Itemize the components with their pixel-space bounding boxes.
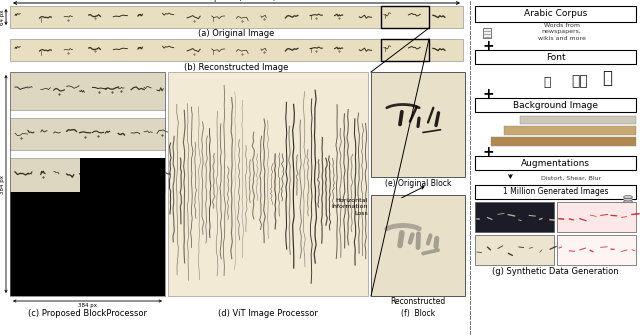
Bar	[371, 72, 465, 177]
Text: Horizontal
Information
Loss: Horizontal Information Loss	[332, 198, 368, 216]
Bar	[475, 6, 636, 22]
Text: (a) Original Image: (a) Original Image	[198, 30, 275, 39]
Text: Font: Font	[546, 52, 565, 61]
Bar	[10, 118, 165, 150]
Text: Augmentations: Augmentations	[521, 159, 590, 168]
Text: Arabic Corpus: Arabic Corpus	[524, 9, 587, 18]
Text: 384 px: 384 px	[78, 302, 97, 307]
Text: +: +	[482, 87, 493, 101]
Bar	[504, 126, 636, 135]
Text: س: س	[544, 77, 551, 89]
Bar	[520, 116, 636, 124]
Bar	[168, 72, 368, 296]
Bar	[475, 156, 636, 170]
Ellipse shape	[623, 201, 632, 204]
Text: (e) Original Block: (e) Original Block	[385, 178, 451, 187]
Text: Background Image: Background Image	[513, 100, 598, 110]
Bar	[10, 72, 165, 110]
Bar	[10, 158, 165, 192]
Bar	[557, 235, 636, 265]
Text: (b) Reconstructed Image: (b) Reconstructed Image	[184, 62, 289, 72]
Text: (c) Proposed BlockProcessor: (c) Proposed BlockProcessor	[28, 309, 147, 318]
Bar	[381, 6, 429, 28]
Bar	[10, 39, 463, 61]
Text: Distort, Shear, Blur: Distort, Shear, Blur	[541, 175, 602, 180]
Bar	[475, 202, 554, 232]
Bar	[10, 192, 165, 296]
Bar	[10, 6, 463, 28]
Ellipse shape	[623, 196, 632, 199]
Text: (d) ViT Image Processor: (d) ViT Image Processor	[218, 309, 318, 318]
Text: Reconstructed
(f)  Block: Reconstructed (f) Block	[390, 297, 445, 318]
Text: Words from
newspapers,
wikis and more: Words from newspapers, wikis and more	[538, 23, 586, 41]
Text: 64 px: 64 px	[0, 9, 5, 25]
Bar	[80, 158, 165, 192]
Bar	[10, 72, 165, 296]
Bar	[483, 28, 491, 38]
Bar	[475, 50, 636, 64]
Bar	[381, 39, 429, 61]
Text: لل: لل	[572, 74, 588, 88]
Bar	[475, 185, 636, 199]
Text: (g) Synthetic Data Generation: (g) Synthetic Data Generation	[492, 267, 619, 276]
Text: +: +	[482, 39, 493, 53]
Bar	[491, 137, 636, 146]
Ellipse shape	[623, 198, 632, 201]
Bar	[475, 98, 636, 112]
Text: 384 px: 384 px	[0, 174, 5, 194]
Bar	[475, 235, 554, 265]
Text: 1 Million Generated Images: 1 Million Generated Images	[503, 187, 608, 197]
Text: س: س	[602, 71, 612, 87]
Bar	[557, 202, 636, 232]
Text: +: +	[482, 145, 493, 159]
Text: 960 pixels (variable): 960 pixels (variable)	[197, 0, 276, 2]
Bar	[371, 195, 465, 296]
